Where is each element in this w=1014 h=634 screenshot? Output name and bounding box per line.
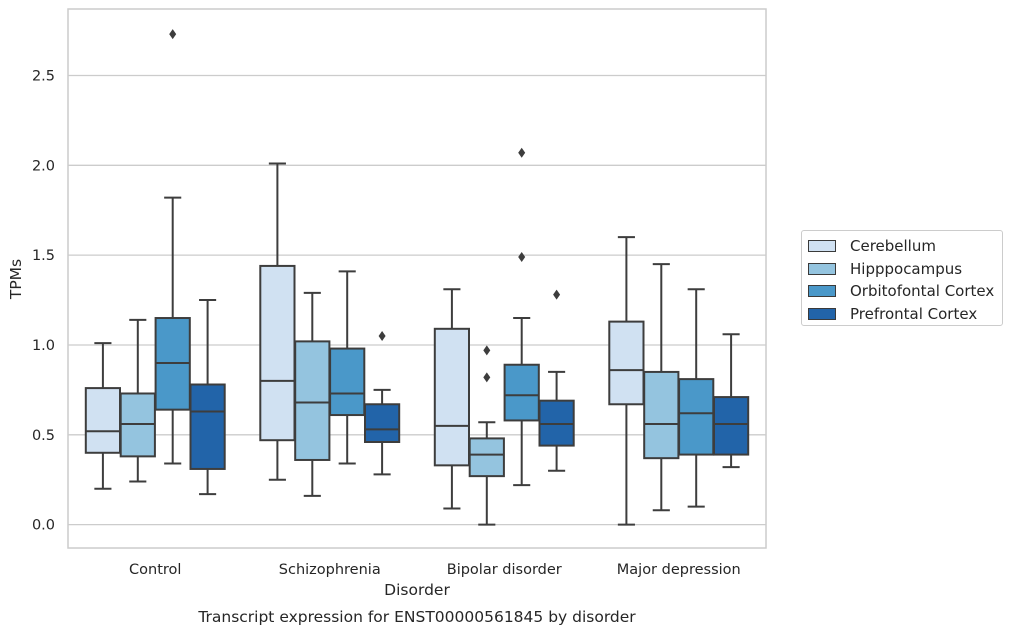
outlier-point [553, 289, 561, 300]
box-0-2 [154, 29, 191, 465]
legend-item: Cerebellum [808, 235, 1002, 258]
iqr-box [84, 387, 122, 454]
outlier-point [518, 251, 526, 262]
y-tick-label: 0.5 [32, 428, 55, 444]
iqr-box [433, 327, 471, 467]
box-2-2 [503, 147, 540, 487]
iqr-box [468, 437, 505, 478]
plot-frame [67, 8, 767, 549]
outlier-point [483, 372, 491, 383]
y-tick-label: 1.0 [32, 338, 55, 354]
box-2-0 [433, 288, 471, 510]
legend-label: Cerebellum [850, 237, 936, 256]
y-tick-label: 2.5 [32, 68, 55, 84]
outlier-point [483, 345, 491, 356]
iqr-box [503, 363, 540, 422]
box-0-3 [189, 299, 226, 496]
x-tick-label: Schizophrenia [279, 562, 381, 578]
box-3-1 [643, 263, 680, 512]
legend-swatch [808, 240, 836, 253]
iqr-box [329, 347, 366, 417]
iqr-box [678, 378, 715, 456]
box-2-1 [468, 345, 505, 526]
box-series [84, 29, 750, 526]
legend-label: Hipppocampus [850, 259, 963, 278]
iqr-box [608, 320, 645, 406]
outlier-point [518, 147, 526, 158]
x-axis-label: Disorder [384, 581, 450, 599]
box-0-0 [84, 342, 122, 490]
legend-swatch [808, 308, 836, 321]
iqr-box [259, 264, 296, 442]
iqr-box [712, 396, 750, 456]
x-tick-labels: Control Schizophrenia Bipolar disorder Majo… [129, 562, 741, 578]
iqr-box [189, 383, 226, 470]
box-1-3 [363, 330, 401, 476]
box-2-3 [538, 289, 575, 472]
iqr-box [294, 340, 331, 461]
legend-swatch [808, 285, 836, 298]
legend-label: Orbitofontal Cortex [850, 282, 995, 301]
box-0-1 [119, 318, 156, 483]
box-1-2 [329, 270, 366, 465]
box-3-2 [678, 288, 715, 508]
y-axis-label: TPMs [7, 259, 25, 300]
legend: Cerebellum Hipppocampus Orbitofontal Corte… [801, 230, 1003, 326]
y-tick-label: 2.0 [32, 158, 55, 174]
outlier-point [378, 330, 386, 341]
legend-item: Hipppocampus [808, 258, 1002, 281]
iqr-box [363, 403, 401, 443]
box-1-0 [259, 162, 296, 481]
legend-swatch [808, 262, 836, 275]
box-3-0 [608, 236, 645, 526]
outlier-point [169, 29, 177, 40]
legend-item: Orbitofontal Cortex [808, 280, 1002, 303]
y-tick-label: 1.5 [32, 248, 55, 264]
y-tick-labels: 0.0 0.5 1.0 1.5 2.0 2.5 [32, 68, 55, 533]
legend-label: Prefrontal Cortex [850, 305, 978, 324]
iqr-box [643, 370, 680, 460]
chart-title: Transcript expression for ENST0000056184… [197, 608, 636, 626]
x-tick-label: Major depression [617, 562, 741, 578]
x-tick-label: Bipolar disorder [447, 562, 562, 578]
box-3-3 [712, 333, 750, 469]
legend-item: Prefrontal Cortex [808, 303, 1002, 326]
x-tick-label: Control [129, 562, 181, 578]
box-1-1 [294, 291, 331, 497]
y-tick-label: 0.0 [32, 518, 55, 534]
